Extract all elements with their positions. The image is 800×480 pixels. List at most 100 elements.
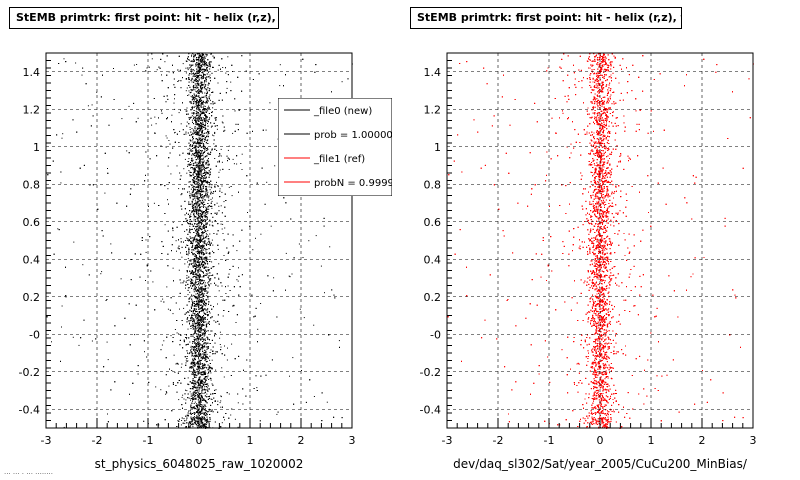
data-point — [209, 117, 210, 119]
data-point — [199, 316, 201, 317]
data-point — [201, 306, 203, 308]
data-point — [190, 424, 192, 426]
data-point — [200, 130, 202, 132]
data-point — [192, 315, 194, 316]
data-point — [189, 421, 191, 422]
data-point — [187, 254, 189, 256]
data-point — [212, 134, 213, 136]
data-point — [204, 139, 206, 141]
data-point — [203, 272, 204, 274]
data-point — [237, 402, 239, 404]
data-point — [190, 160, 192, 161]
data-point — [178, 80, 180, 81]
data-point — [198, 369, 200, 371]
data-point — [192, 165, 194, 166]
data-point — [196, 70, 198, 72]
data-point — [188, 410, 189, 412]
data-point — [183, 168, 185, 170]
data-point — [200, 330, 202, 332]
data-point — [193, 382, 195, 384]
data-point — [180, 282, 182, 284]
data-point — [208, 71, 209, 73]
data-point — [196, 320, 198, 322]
data-point — [210, 186, 212, 188]
data-point — [204, 349, 206, 351]
data-point — [198, 404, 200, 406]
data-point — [202, 196, 204, 198]
data-point — [185, 287, 186, 289]
data-point — [61, 137, 63, 139]
data-point — [211, 261, 213, 263]
data-point — [195, 90, 197, 92]
data-point — [205, 339, 206, 341]
data-point — [222, 67, 224, 68]
data-point — [195, 144, 197, 146]
data-point — [199, 362, 201, 364]
data-point — [195, 254, 197, 255]
data-point — [202, 409, 204, 411]
data-point — [211, 368, 213, 370]
data-point — [206, 76, 208, 78]
data-point — [190, 188, 192, 190]
data-point — [209, 184, 211, 186]
data-point — [227, 285, 229, 287]
data-point — [195, 170, 197, 172]
data-point — [160, 389, 162, 391]
data-point — [190, 317, 192, 319]
data-point — [197, 62, 199, 64]
data-point — [200, 77, 202, 79]
data-point — [173, 102, 175, 104]
data-point — [191, 382, 193, 384]
data-point — [190, 80, 192, 82]
data-point — [194, 287, 196, 289]
data-point — [81, 74, 83, 76]
data-point — [200, 424, 202, 426]
data-point — [206, 62, 207, 64]
data-point — [192, 61, 194, 63]
data-point — [197, 210, 199, 212]
data-point — [198, 200, 200, 202]
data-point — [178, 399, 180, 401]
data-point — [207, 235, 209, 237]
data-point — [202, 299, 204, 301]
data-point — [205, 55, 207, 57]
data-point — [218, 205, 220, 207]
data-point — [202, 338, 204, 340]
data-point — [207, 123, 208, 124]
data-point — [187, 414, 189, 416]
data-point — [217, 185, 219, 187]
data-point — [182, 324, 183, 326]
data-point — [207, 139, 209, 141]
data-point — [204, 290, 206, 292]
data-point — [218, 277, 220, 279]
data-point — [195, 110, 197, 112]
data-point — [200, 344, 202, 346]
data-point — [171, 370, 173, 371]
data-point — [155, 386, 157, 388]
data-point — [211, 207, 213, 209]
data-point — [197, 380, 199, 381]
data-point — [205, 321, 207, 323]
data-point — [203, 271, 204, 273]
data-point — [196, 166, 198, 168]
data-point — [185, 78, 187, 80]
data-point — [199, 253, 201, 255]
data-point — [216, 128, 218, 130]
data-point — [199, 246, 201, 248]
data-point — [199, 64, 201, 65]
data-point — [182, 394, 184, 396]
data-point — [203, 143, 205, 145]
data-point — [204, 409, 206, 411]
data-point — [204, 282, 206, 284]
data-point — [203, 423, 205, 425]
data-point — [210, 409, 212, 411]
data-point — [186, 414, 188, 416]
data-point — [191, 154, 193, 156]
data-point — [194, 105, 196, 107]
data-point — [205, 350, 207, 352]
data-point — [202, 283, 204, 284]
data-point — [211, 239, 213, 241]
data-point — [189, 126, 191, 128]
data-point — [203, 165, 205, 167]
